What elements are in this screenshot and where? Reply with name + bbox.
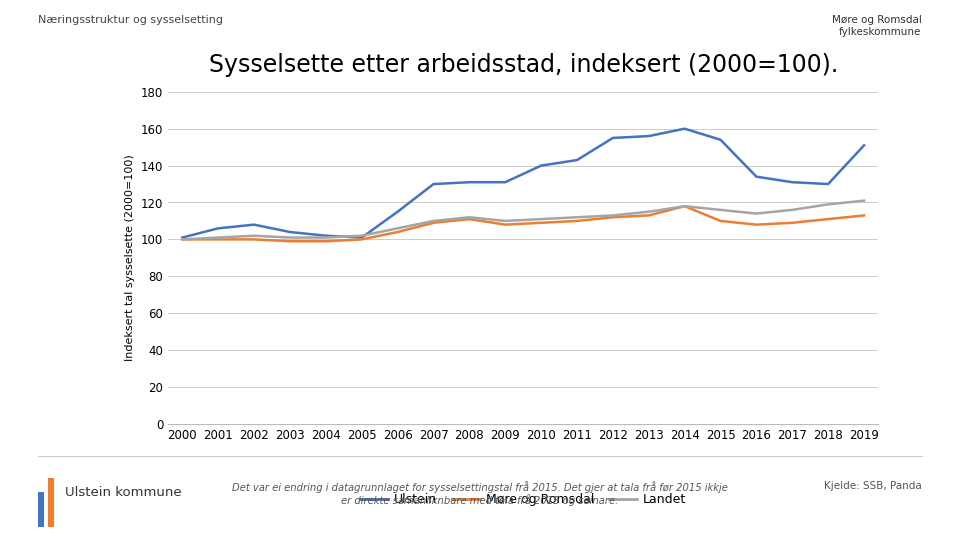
Text: Det var ei endring i datagrunnlaget for sysselsettingstal frå 2015. Det gjer at : Det var ei endring i datagrunnlaget for …: [232, 481, 728, 507]
Y-axis label: Indeksert tal sysselsette (2000=100): Indeksert tal sysselsette (2000=100): [125, 154, 135, 361]
Bar: [37, 492, 44, 526]
Bar: [48, 478, 55, 526]
Text: Møre og Romsdal
fylkeskommune: Møre og Romsdal fylkeskommune: [831, 15, 922, 37]
Legend: Ulstein, Møre og Romsdal, Landet: Ulstein, Møre og Romsdal, Landet: [355, 488, 691, 511]
Text: Kjelde: SSB, Panda: Kjelde: SSB, Panda: [824, 481, 922, 491]
Title: Sysselsette etter arbeidsstad, indeksert (2000=100).: Sysselsette etter arbeidsstad, indeksert…: [208, 53, 838, 77]
Text: Næringsstruktur og sysselsetting: Næringsstruktur og sysselsetting: [38, 15, 224, 25]
Text: Ulstein kommune: Ulstein kommune: [65, 486, 181, 499]
